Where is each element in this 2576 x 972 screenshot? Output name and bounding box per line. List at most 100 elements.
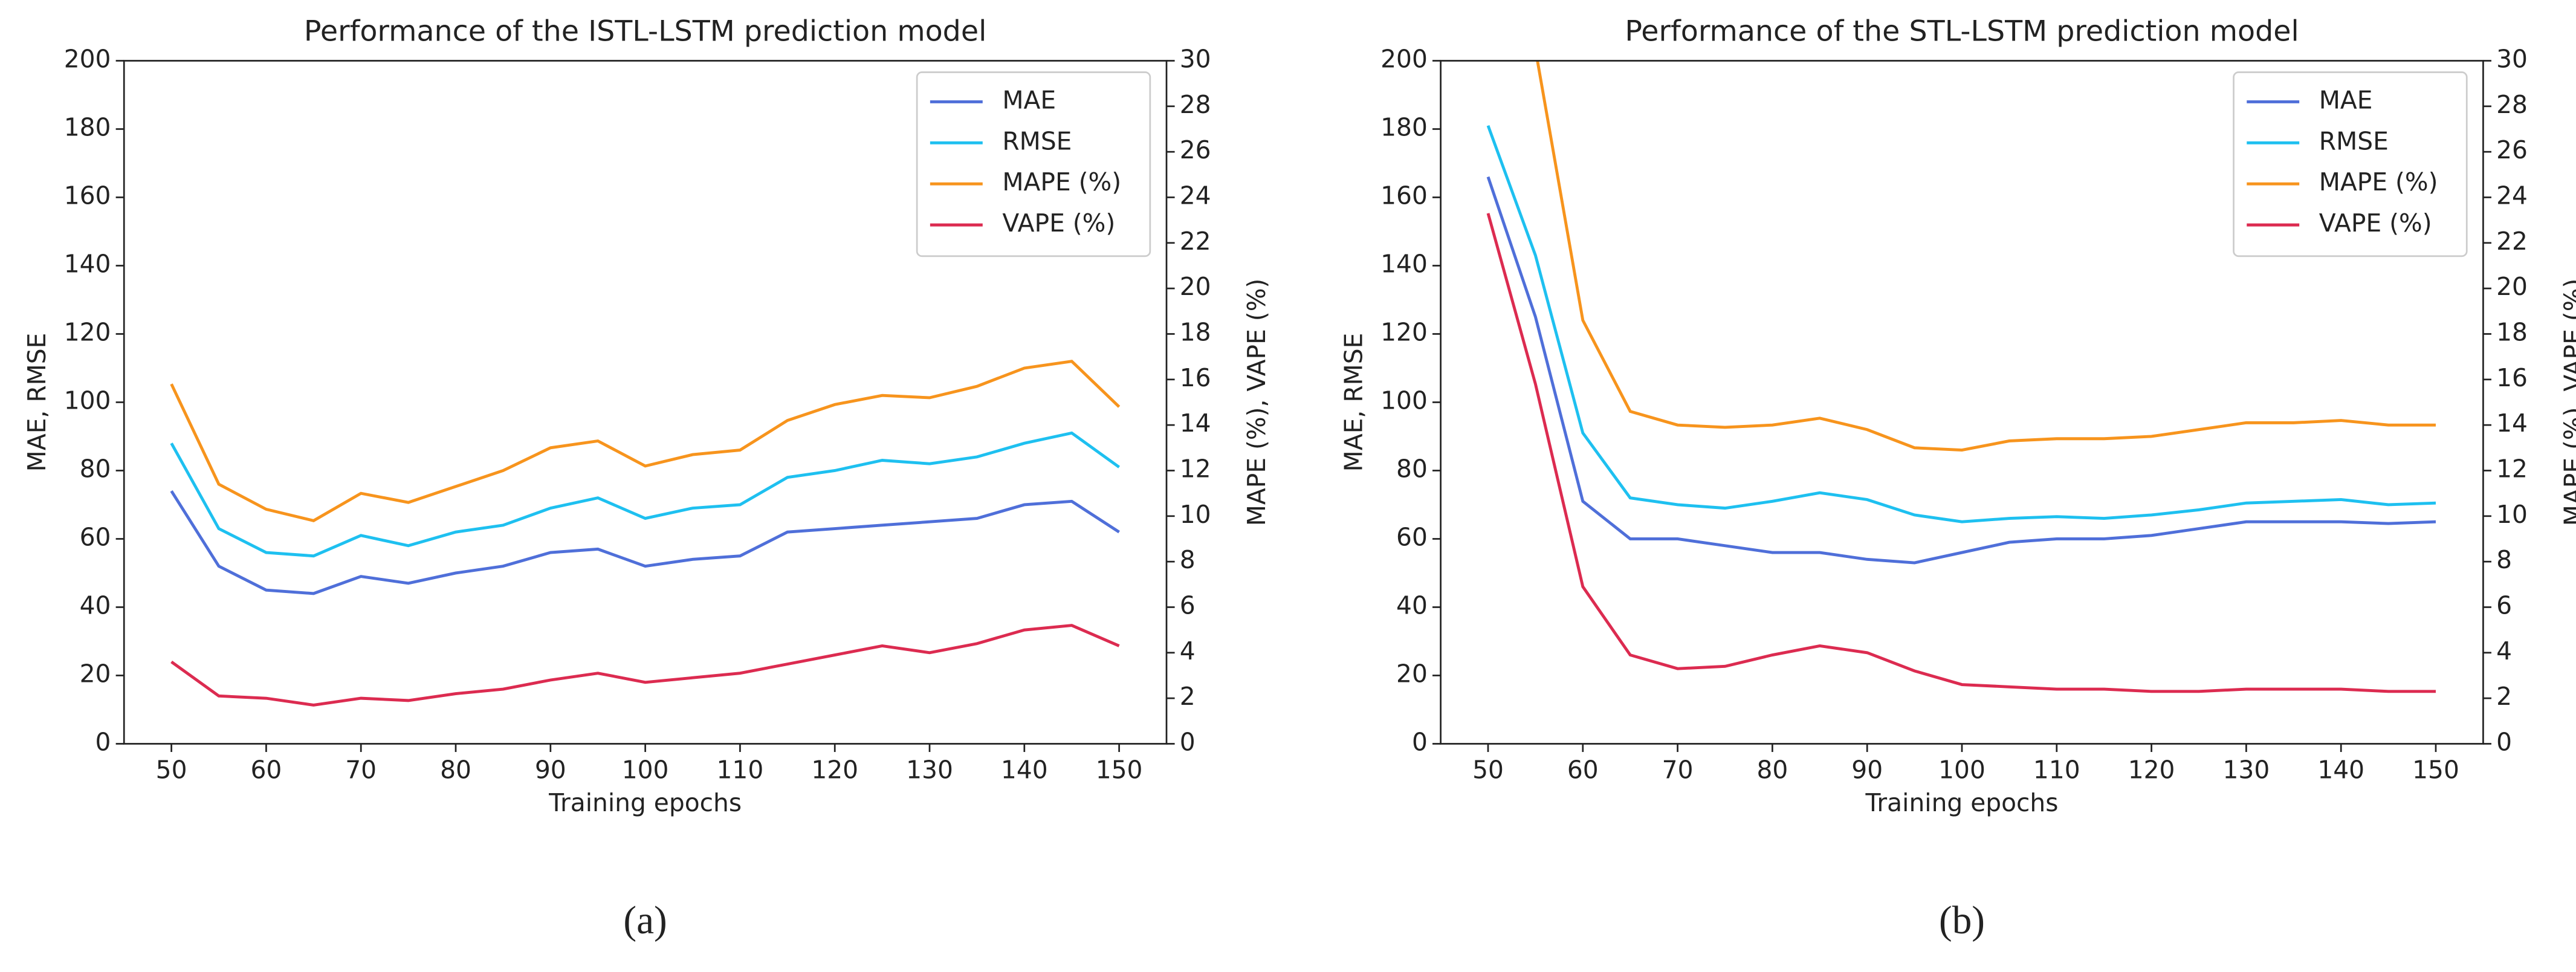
legend-label: MAPE (%) <box>1002 167 1121 196</box>
y-tick-label: 180 <box>1380 112 1428 141</box>
legend-label: VAPE (%) <box>2319 209 2432 238</box>
y2-axis-label: MAPE (%), VAPE (%) <box>1242 279 1271 526</box>
x-tick-label: 130 <box>906 756 953 785</box>
y2-tick-label: 18 <box>2496 317 2528 346</box>
y2-tick-label: 30 <box>1180 45 1211 74</box>
series-line <box>1486 176 2436 565</box>
x-tick-label: 130 <box>2223 756 2270 785</box>
y-tick-label: 0 <box>95 727 111 756</box>
y-tick-label: 120 <box>1380 317 1428 346</box>
series-line <box>170 431 1121 558</box>
y-tick-label: 40 <box>1396 591 1428 620</box>
y2-tick-label: 14 <box>2496 409 2528 438</box>
y2-tick-label: 12 <box>1180 454 1211 483</box>
y2-tick-label: 24 <box>1180 181 1211 210</box>
y-tick-label: 180 <box>64 112 111 141</box>
x-tick-label: 100 <box>622 756 669 785</box>
y-tick-label: 60 <box>80 522 111 551</box>
x-tick-label: 120 <box>2128 756 2175 785</box>
legend-label: RMSE <box>1002 126 1072 155</box>
x-tick-label: 150 <box>1096 756 1143 785</box>
caption: (a) <box>623 899 667 942</box>
y-axis-label: MAE, RMSE <box>1339 333 1368 472</box>
y-tick-label: 140 <box>1380 249 1428 278</box>
y2-tick-label: 2 <box>2496 682 2512 711</box>
y2-tick-label: 24 <box>2496 181 2528 210</box>
y-tick-label: 160 <box>64 181 111 210</box>
x-axis-label: Training epochs <box>548 788 742 817</box>
y-tick-label: 160 <box>1380 181 1428 210</box>
y2-tick-label: 0 <box>1180 727 1196 756</box>
x-tick-label: 60 <box>1567 756 1599 785</box>
chart-title: Performance of the ISTL-LSTM prediction … <box>304 15 986 48</box>
y-tick-label: 20 <box>80 659 111 688</box>
plot-frame <box>1440 60 2484 745</box>
y2-tick-label: 30 <box>2496 45 2528 74</box>
y-tick-label: 40 <box>80 591 111 620</box>
plot-frame <box>123 60 1168 745</box>
y2-tick-label: 8 <box>1180 545 1196 574</box>
x-tick-label: 50 <box>1472 756 1504 785</box>
y2-tick-label: 2 <box>1180 682 1196 711</box>
series-line <box>1536 60 2436 452</box>
series-line <box>170 360 1121 522</box>
y-axis-label: MAE, RMSE <box>22 333 51 472</box>
y-tick-label: 80 <box>1396 454 1428 483</box>
y2-tick-label: 10 <box>2496 500 2528 529</box>
x-tick-label: 110 <box>717 756 764 785</box>
legend-label: RMSE <box>2319 126 2389 155</box>
legend-label: MAE <box>2319 85 2373 114</box>
y-tick-label: 120 <box>64 317 111 346</box>
series-layer <box>170 360 1121 707</box>
chart: Performance of the ISTL-LSTM prediction … <box>22 15 1271 942</box>
legend-box <box>2233 71 2468 258</box>
y-tick-label: 60 <box>1396 522 1428 551</box>
y2-tick-label: 10 <box>1180 500 1211 529</box>
chart-title: Performance of the STL-LSTM prediction m… <box>1625 15 2299 48</box>
y2-tick-label: 8 <box>2496 545 2512 574</box>
legend-label: VAPE (%) <box>1002 209 1115 238</box>
y-tick-label: 100 <box>64 386 111 415</box>
y2-tick-label: 28 <box>1180 90 1211 119</box>
y2-tick-label: 26 <box>2496 135 2528 164</box>
y2-axis-label: MAPE (%), VAPE (%) <box>2559 279 2576 526</box>
legend-label: MAPE (%) <box>2319 167 2438 196</box>
y2-tick-label: 12 <box>2496 454 2528 483</box>
y2-tick-label: 20 <box>1180 272 1211 301</box>
y2-tick-label: 22 <box>2496 227 2528 256</box>
y2-tick-label: 4 <box>1180 637 1196 666</box>
x-tick-label: 90 <box>1851 756 1883 785</box>
y-tick-label: 100 <box>1380 386 1428 415</box>
y2-tick-label: 20 <box>2496 272 2528 301</box>
y2-tick-label: 26 <box>1180 135 1211 164</box>
y2-tick-label: 16 <box>1180 363 1211 392</box>
x-tick-label: 50 <box>156 756 187 785</box>
y2-tick-label: 4 <box>2496 637 2512 666</box>
x-tick-label: 150 <box>2412 756 2459 785</box>
y-tick-label: 200 <box>64 45 111 74</box>
legend-box <box>916 71 1151 258</box>
caption: (b) <box>1939 899 1985 942</box>
x-tick-label: 110 <box>2033 756 2080 785</box>
x-tick-label: 140 <box>1001 756 1048 785</box>
series-line <box>1486 213 2436 693</box>
x-tick-label: 80 <box>440 756 471 785</box>
legend-label: MAE <box>1002 85 1056 114</box>
series-line <box>170 624 1120 707</box>
y2-tick-label: 0 <box>2496 727 2512 756</box>
x-tick-label: 80 <box>1756 756 1788 785</box>
y-tick-label: 0 <box>1412 727 1428 756</box>
y2-tick-label: 6 <box>1180 591 1196 620</box>
y2-tick-label: 6 <box>2496 591 2512 620</box>
y-tick-label: 140 <box>64 249 111 278</box>
x-axis-label: Training epochs <box>1865 788 2059 817</box>
y2-tick-label: 22 <box>1180 227 1211 256</box>
x-tick-label: 140 <box>2317 756 2364 785</box>
y2-tick-label: 28 <box>2496 90 2528 119</box>
y2-tick-label: 18 <box>1180 317 1211 346</box>
y2-tick-label: 16 <box>2496 363 2528 392</box>
y2-tick-label: 14 <box>1180 409 1211 438</box>
y-tick-label: 20 <box>1396 659 1428 688</box>
